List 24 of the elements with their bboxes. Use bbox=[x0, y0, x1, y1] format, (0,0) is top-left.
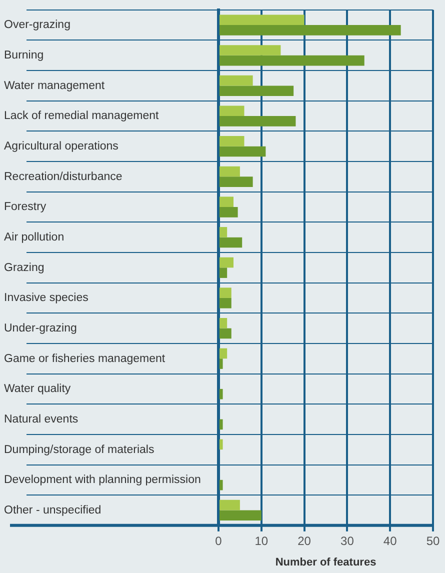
y-tick-label: Forestry bbox=[4, 201, 46, 214]
x-tick-label: 40 bbox=[383, 534, 398, 548]
y-tick-label: Air pollution bbox=[4, 232, 64, 244]
y-tick-label: Water quality bbox=[4, 383, 71, 396]
x-axis-title: Number of features bbox=[275, 556, 376, 568]
y-tick-label: Development with planning permission bbox=[4, 474, 201, 486]
y-tick-label: Burning bbox=[4, 50, 44, 62]
x-tick-label: 30 bbox=[340, 534, 354, 548]
y-tick-label: Grazing bbox=[4, 262, 44, 274]
y-tick-label: Under-grazing bbox=[4, 322, 77, 334]
y-tick-label: Natural events bbox=[4, 413, 78, 426]
y-tick-label: Over-grazing bbox=[4, 19, 70, 32]
x-tick-label: 20 bbox=[298, 534, 312, 548]
x-tick-label: 0 bbox=[215, 534, 222, 548]
y-tick-label: Other - unspecified bbox=[4, 504, 102, 516]
y-tick-label: Recreation/disturbance bbox=[4, 170, 122, 183]
x-tick-label: 50 bbox=[426, 534, 440, 548]
y-tick-label: Lack of remedial management bbox=[4, 110, 160, 122]
y-tick-label: Game or fisheries management bbox=[4, 352, 166, 365]
y-tick-label: Water management bbox=[4, 80, 106, 92]
y-tick-label: Invasive species bbox=[4, 292, 89, 304]
y-tick-label: Agricultural operations bbox=[4, 140, 119, 153]
y-tick-label: Dumping/storage of materials bbox=[4, 444, 154, 456]
x-tick-label: 10 bbox=[254, 534, 268, 548]
